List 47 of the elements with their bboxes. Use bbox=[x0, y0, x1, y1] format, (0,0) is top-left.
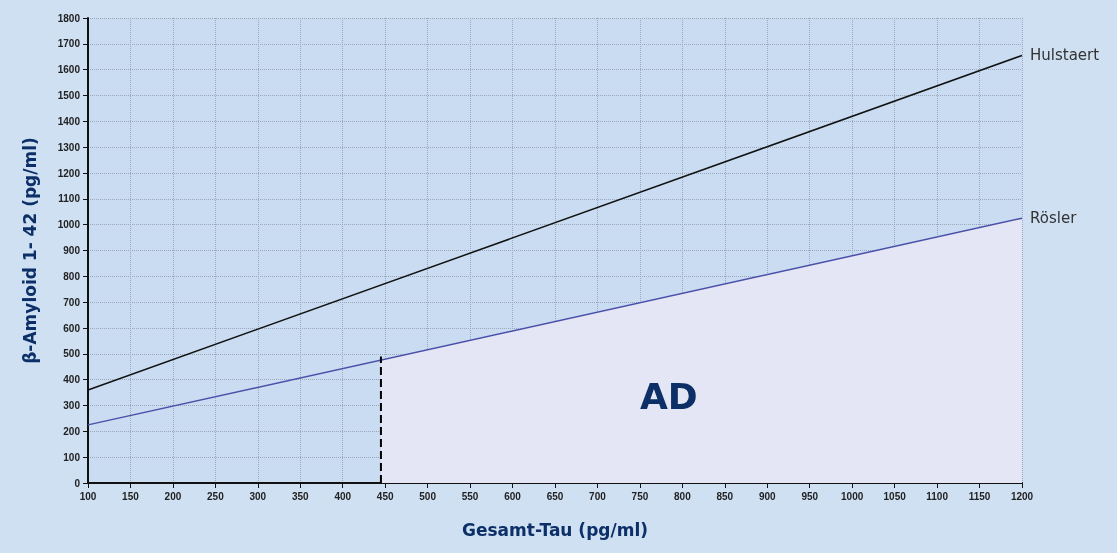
x-tick-label: 750 bbox=[631, 490, 649, 502]
y-tick-label: 1800 bbox=[57, 12, 81, 24]
y-axis-title: β-Amyloid 1- 42 (pg/ml) bbox=[19, 137, 40, 364]
x-tick-label: 600 bbox=[504, 490, 522, 502]
y-tick-label: 200 bbox=[63, 425, 81, 437]
y-tick-label: 100 bbox=[63, 451, 81, 463]
y-tick-label: 300 bbox=[63, 400, 81, 411]
y-tick-label: 1700 bbox=[57, 38, 81, 50]
y-tick-label: 1500 bbox=[57, 90, 81, 101]
series-label: Hulstaert bbox=[1030, 46, 1100, 65]
y-tick-label: 400 bbox=[63, 374, 81, 386]
y-tick-label: 1600 bbox=[57, 64, 81, 76]
y-tick-label: 1100 bbox=[58, 193, 81, 205]
y-tick-label: 1400 bbox=[57, 115, 81, 127]
x-tick-label: 1000 bbox=[841, 490, 864, 502]
x-axis-title: Gesamt-Tau (pg/ml) bbox=[462, 519, 648, 540]
x-tick-label: 350 bbox=[291, 490, 310, 502]
x-tick-label: 250 bbox=[207, 490, 225, 502]
x-tick-label: 1100 bbox=[926, 490, 949, 502]
x-tick-label: 400 bbox=[334, 490, 352, 502]
x-tick-label: 1050 bbox=[883, 490, 907, 502]
y-tick-label: 0 bbox=[74, 477, 81, 489]
y-tick-label: 1300 bbox=[57, 141, 81, 153]
series-label: Rösler bbox=[1030, 209, 1078, 228]
x-tick-label: 650 bbox=[546, 490, 564, 502]
x-tick-label: 150 bbox=[122, 490, 140, 502]
x-tick-label: 300 bbox=[249, 490, 267, 502]
y-tick-label: 600 bbox=[63, 322, 81, 334]
x-tick-label: 450 bbox=[376, 490, 394, 502]
x-tick-label: 700 bbox=[589, 490, 607, 502]
y-tick-label: 700 bbox=[63, 296, 81, 308]
x-tick-label: 800 bbox=[674, 490, 692, 502]
y-tick-label: 1000 bbox=[57, 219, 81, 231]
x-tick-label: 550 bbox=[461, 490, 479, 502]
x-tick-label: 1200 bbox=[1010, 490, 1034, 502]
x-tick-label: 500 bbox=[419, 490, 437, 502]
y-tick-label: 800 bbox=[63, 270, 81, 282]
x-tick-label: 200 bbox=[164, 490, 182, 502]
x-tick-label: 950 bbox=[801, 490, 819, 502]
x-tick-label: 900 bbox=[758, 490, 777, 502]
y-tick-label: 900 bbox=[63, 245, 81, 256]
x-tick-label: 1150 bbox=[968, 490, 991, 502]
x-tick-label: 100 bbox=[79, 490, 97, 502]
y-tick-label: 500 bbox=[63, 348, 81, 360]
x-tick-label: 850 bbox=[716, 490, 734, 502]
y-tick-label: 1200 bbox=[57, 167, 81, 179]
annotation: AD bbox=[640, 375, 698, 417]
